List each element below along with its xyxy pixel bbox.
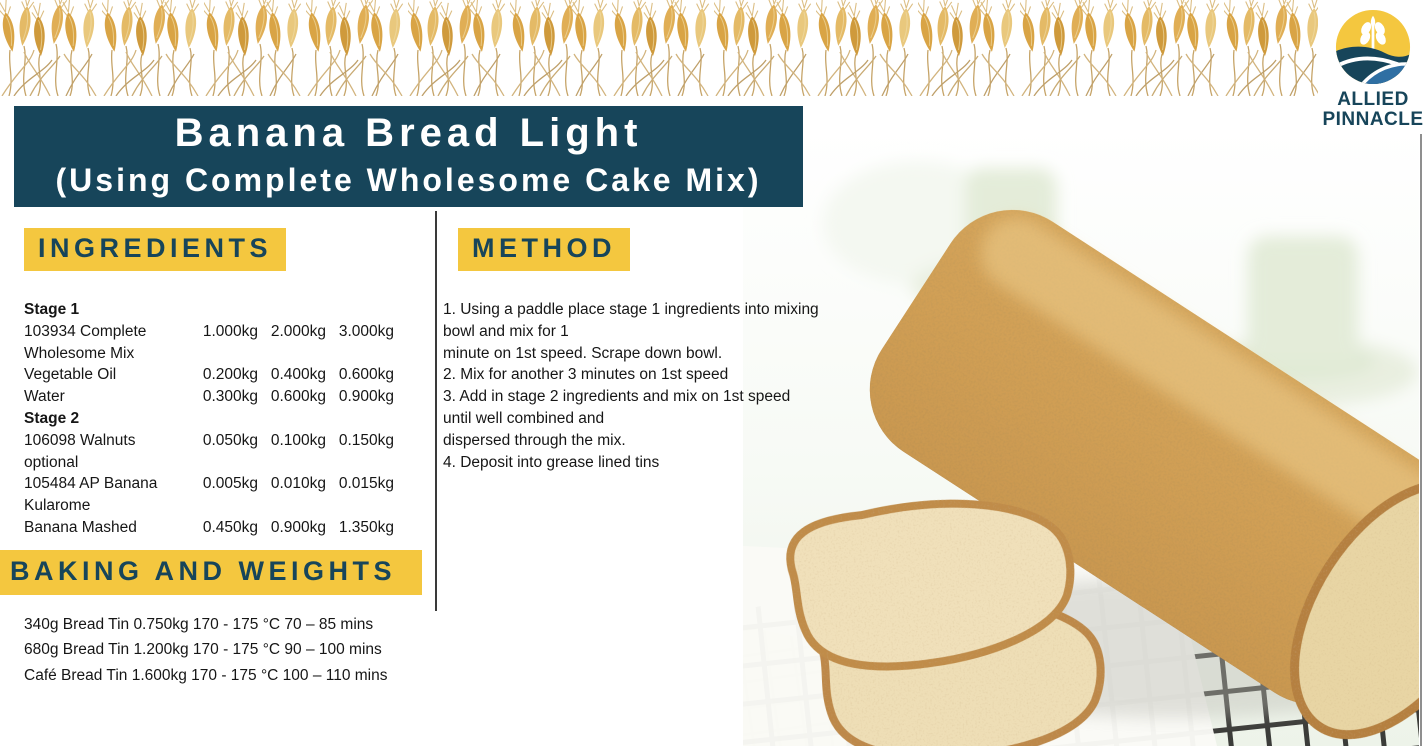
method-step-line: bowl and mix for 1 [443,322,569,340]
brand-logo-icon [1335,9,1411,85]
baking-line: 340g Bread Tin 0.750kg 170 - 175 °C 70 –… [24,616,374,633]
ingredient-qty-3x: 0.150kg [338,431,394,449]
ingredient-qty-1x: 0.200kg [202,366,258,384]
ingredient-label: Stage 1 [24,301,80,318]
ingredient-qty-2x: 2.000kg [270,322,326,340]
method-step-line: 1. Using a paddle place stage 1 ingredie… [443,301,819,318]
ingredient-label: Stage 2 [24,409,80,427]
method-step-line: until well combined and [443,409,605,427]
baking-line: 680g Bread Tin 1.200kg 170 - 175 °C 90 –… [24,641,382,659]
ingredient-row: Stage 1 [24,299,428,321]
ingredient-row: Vegetable Oil 0.200kg 0.400kg 0.600kg [24,364,428,386]
brand-name-line2: PINNACLE [1322,109,1424,130]
ingredient-label: Banana Mashed [24,518,137,536]
method-heading: METHOD [458,228,630,271]
ingredient-qty-2x: 0.900kg [270,518,326,536]
ingredient-qty-1x: 0.005kg [202,475,258,493]
method-step-line: 2. Mix for another 3 minutes on 1st spee… [443,366,729,384]
ingredients-table: Stage 1 103934 Complete Wholesome Mix 1.… [24,299,428,539]
column-divider [435,211,437,611]
product-photo [743,128,1419,746]
ingredient-qty-2x: 0.010kg [270,475,326,493]
ingredient-qty-3x: 1.350kg [338,518,394,536]
ingredient-label: Water [24,388,65,406]
ingredient-label: 106098 Walnuts optional [24,431,136,471]
method-step-line: dispersed through the mix. [443,431,626,449]
ingredients-section: INGREDIENTS Stage 1 103934 Complete Whol… [24,228,428,539]
method-step-line: minute on 1st speed. Scrape down bowl. [443,344,723,362]
ingredient-row: 105484 AP Banana Kularome 0.005kg 0.010k… [24,473,428,517]
ingredient-qty-1x: 1.000kg [202,322,258,340]
method-step-line: 3. Add in stage 2 ingredients and mix on… [443,388,791,406]
ingredient-qty-2x: 0.100kg [270,431,326,449]
ingredient-qty-1x: 0.450kg [202,518,258,536]
photo-bread-slices [786,499,1105,746]
baking-section: 340g Bread Tin 0.750kg 170 - 175 °C 70 –… [24,612,444,688]
ingredients-heading: INGREDIENTS [24,228,287,271]
ingredient-qty-3x: 3.000kg [338,322,394,340]
ingredient-row: Stage 2 [24,408,428,430]
ingredient-qty-1x: 0.300kg [202,388,258,406]
photo-right-border [1420,128,1422,746]
wheat-banner-illustration [0,0,1428,96]
ingredient-row: 106098 Walnuts optional 0.050kg 0.100kg … [24,430,428,474]
photo-loaf [869,209,1419,740]
ingredient-qty-3x: 0.600kg [338,366,394,384]
method-step-line: 4. Deposit into grease lined tins [443,453,660,471]
ingredient-label: Vegetable Oil [24,366,117,384]
brand-logo: ALLIED PINNACLE [1318,0,1428,134]
baking-heading-wrap: BAKING AND WEIGHTS [0,550,422,595]
baking-heading: BAKING AND WEIGHTS [0,550,422,595]
ingredient-label: 103934 Complete Wholesome Mix [24,322,147,362]
method-steps: 1. Using a paddle place stage 1 ingredie… [443,299,873,473]
method-section: METHOD 1. Using a paddle place stage 1 i… [443,228,873,473]
recipe-subtitle: (Using Complete Wholesome Cake Mix) [55,162,762,198]
ingredient-label: 105484 AP Banana Kularome [24,475,158,515]
ingredient-qty-3x: 0.900kg [338,388,394,406]
recipe-title: Banana Bread Light [174,111,643,155]
ingredient-qty-3x: 0.015kg [338,475,394,493]
ingredient-qty-2x: 0.400kg [270,366,326,384]
ingredient-qty-1x: 0.050kg [202,431,258,449]
baking-line: Café Bread Tin 1.600kg 170 - 175 °C 100 … [24,666,388,684]
ingredient-row: 103934 Complete Wholesome Mix 1.000kg 2.… [24,321,428,365]
ingredient-row: Banana Mashed 0.450kg 0.900kg 1.350kg [24,517,428,539]
ingredient-row: Water 0.300kg 0.600kg 0.900kg [24,386,428,408]
recipe-title-block: Banana Bread Light (Using Complete Whole… [14,106,803,207]
ingredient-qty-2x: 0.600kg [270,388,326,406]
brand-name-line1: ALLIED [1337,89,1409,110]
